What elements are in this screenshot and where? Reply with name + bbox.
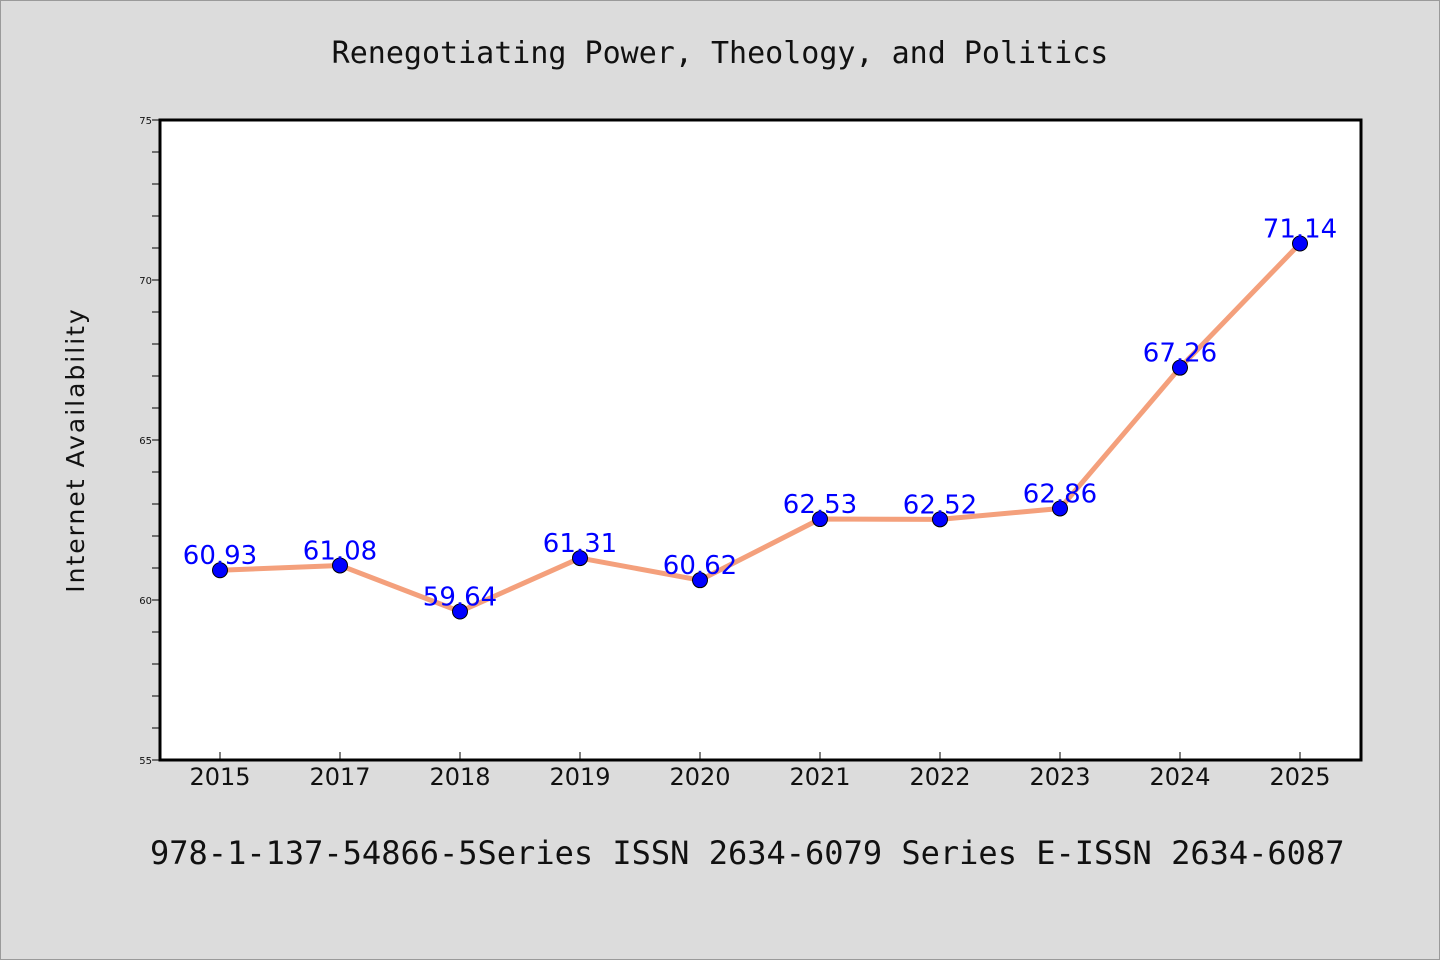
x-tick-label: 2022: [909, 763, 970, 791]
y-axis-label: Internet Availability: [61, 307, 90, 592]
data-point: [1292, 235, 1308, 252]
x-tick-label: 2024: [1149, 763, 1210, 791]
y-tick-label: 70: [139, 276, 152, 287]
data-label: 61.08: [303, 536, 377, 566]
y-tick-label: 65: [139, 436, 152, 447]
data-label: 60.93: [183, 541, 257, 571]
x-tick-label: 2023: [1029, 763, 1090, 791]
y-tick-labels: 55 60 65 70 75: [139, 116, 152, 767]
x-tick-label: 2021: [789, 763, 850, 791]
x-tick-label: 2018: [429, 763, 490, 791]
x-tick-label: 2025: [1269, 763, 1330, 791]
data-point: [1172, 359, 1188, 376]
x-tick-label: 2019: [549, 763, 610, 791]
data-labels: 60.93 61.08 59.64 61.31 60.62 62.53 62.52 62.86…: [183, 215, 1337, 613]
data-point: [332, 557, 348, 574]
data-label: 71.14: [1263, 215, 1337, 245]
data-label: 62.52: [903, 490, 977, 520]
series-line: [217, 241, 1303, 615]
data-point: [812, 511, 828, 528]
data-label: 61.31: [543, 529, 617, 559]
x-tick-labels: 2015 2017 2018 2019 2020 2021 2022 2023 2024 2025: [189, 763, 1330, 791]
data-label: 59.64: [423, 583, 497, 613]
series-lines: [217, 241, 1303, 615]
x-tick-label: 2020: [669, 763, 730, 791]
data-label: 67.26: [1143, 339, 1217, 369]
series-points: [212, 235, 1308, 620]
data-label: 62.53: [783, 490, 857, 520]
x-tick-label: 2017: [309, 763, 370, 791]
data-point: [452, 603, 468, 620]
data-point: [212, 562, 228, 579]
data-point: [1052, 500, 1068, 517]
data-label: 62.86: [1023, 479, 1097, 509]
y-tick-label: 75: [139, 116, 152, 127]
y-tick-label: 55: [139, 756, 152, 767]
plot-area: [160, 120, 1361, 760]
y-tick-label: 60: [139, 596, 152, 607]
x-tick-label: 2015: [189, 763, 250, 791]
chart-title: Renegotiating Power, Theology, and Polit…: [332, 36, 1109, 71]
data-point: [932, 511, 948, 528]
plot-border: [158, 118, 1363, 762]
data-label: 60.62: [663, 551, 737, 581]
data-point: [572, 550, 588, 567]
data-point: [692, 572, 708, 589]
footer-isbn-text: 978-1-137-54866-5Series ISSN 2634-6079 S…: [150, 834, 1344, 872]
